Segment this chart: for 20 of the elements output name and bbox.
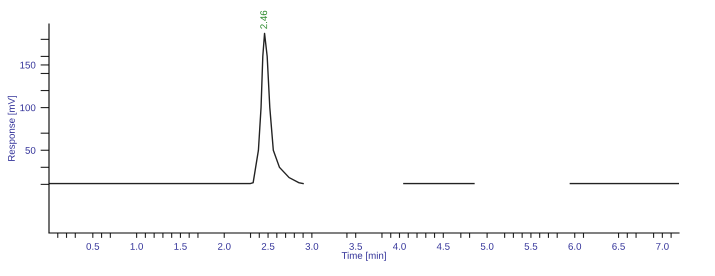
x-tick-label: 3.0: [305, 242, 318, 250]
x-tick-label: 1.0: [130, 242, 143, 250]
x-tick-label: 3.5: [349, 242, 362, 250]
x-tick-label: 6.5: [612, 242, 625, 250]
x-tick-label: 2.5: [262, 242, 274, 250]
x-tick-label: 5.0: [480, 242, 494, 250]
y-tick-label: 100: [20, 104, 36, 112]
y-axis-title: Response [mV]: [8, 96, 17, 161]
x-tick-label: 5.5: [524, 243, 538, 250]
x-axis-title: Time [min]: [342, 252, 386, 261]
x-tick-label: 4.5: [436, 243, 450, 250]
x-tick-label: 0.5: [86, 242, 100, 250]
x-tick-label: 7.0: [656, 242, 669, 250]
y-tick-label: 150: [20, 62, 36, 69]
x-tick-label: 2.0: [218, 242, 231, 250]
x-tick-label: 6.0: [568, 242, 582, 250]
y-tick-label: 50: [25, 146, 36, 154]
annotation: 2.46: [260, 10, 268, 29]
x-tick-label: 1.5: [174, 243, 187, 250]
x-tick-label: 4.0: [392, 242, 406, 250]
